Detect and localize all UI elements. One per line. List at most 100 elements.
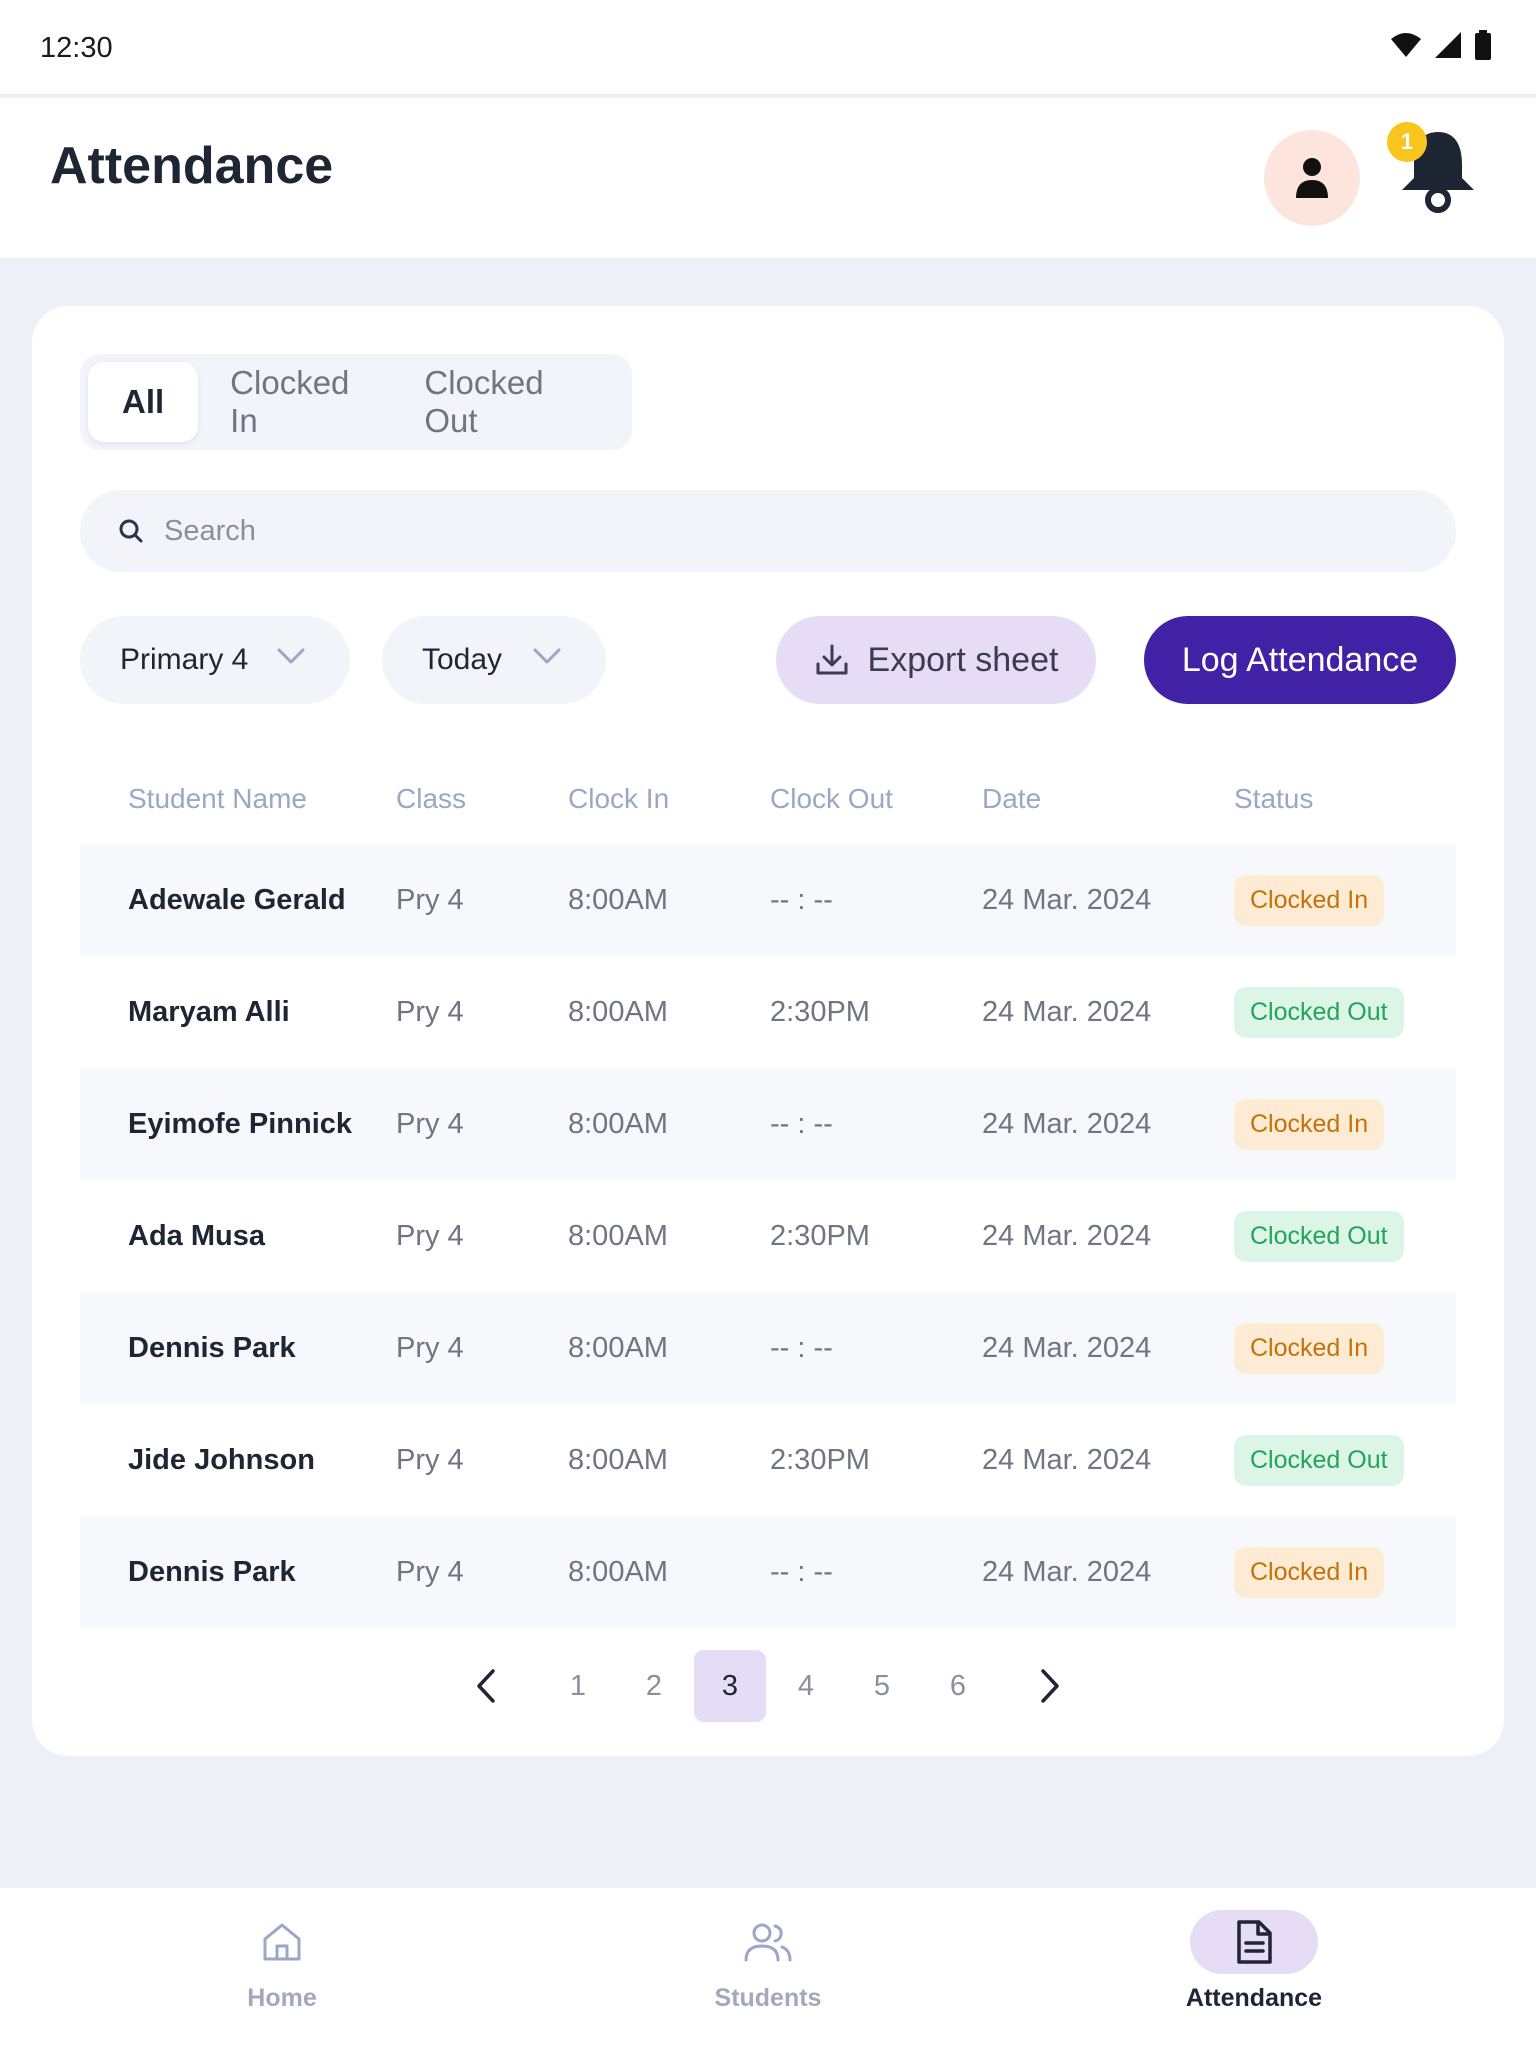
chevron-down-icon: [277, 648, 305, 664]
bottom-navigation: Home Students Attendance: [0, 1888, 1536, 2048]
date-filter-dropdown[interactable]: Today: [382, 616, 606, 704]
column-header-clock-in: Clock In: [568, 783, 670, 814]
signal-icon: [1435, 32, 1461, 58]
status-bar: 12:30: [0, 0, 1536, 96]
status-badge: Clocked In: [1234, 1098, 1385, 1150]
column-header-student-name: Student Name: [128, 783, 307, 814]
class-filter-value: Primary 4: [120, 643, 249, 676]
column-header-class: Class: [396, 783, 467, 814]
nav-students-label: Students: [714, 1984, 822, 2012]
clock-in-time: 8:00AM: [568, 995, 668, 1028]
student-class: Pry 4: [396, 1107, 464, 1140]
table-row[interactable]: Jide Johnson Pry 4 8:00AM 2:30PM 24 Mar.…: [80, 1404, 1456, 1516]
tab-clocked-in[interactable]: Clocked In: [230, 364, 350, 439]
export-sheet-label: Export sheet: [867, 640, 1059, 679]
student-name: Ada Musa: [128, 1219, 265, 1252]
attendance-date: 24 Mar. 2024: [982, 1107, 1152, 1140]
page-button-4[interactable]: 4: [797, 1669, 815, 1702]
page-button-5[interactable]: 5: [873, 1669, 891, 1702]
pagination: 1 2 3 4 5 6: [32, 1650, 1504, 1722]
notification-badge: 1: [1387, 122, 1427, 162]
clock-in-time: 8:00AM: [568, 1555, 668, 1588]
clock-out-time: 2:30PM: [770, 1443, 870, 1476]
table-row[interactable]: Maryam Alli Pry 4 8:00AM 2:30PM 24 Mar. …: [80, 956, 1456, 1068]
page-button-1[interactable]: 1: [569, 1669, 587, 1702]
user-icon: [1296, 158, 1328, 198]
profile-avatar-button[interactable]: [1264, 130, 1360, 226]
student-class: Pry 4: [396, 1555, 464, 1588]
next-page-button[interactable]: [1014, 1650, 1086, 1722]
status-time: 12:30: [40, 32, 113, 64]
attendance-date: 24 Mar. 2024: [982, 995, 1152, 1028]
status-badge: Clocked In: [1234, 874, 1385, 926]
table-row[interactable]: Adewale Gerald Pry 4 8:00AM -- : -- 24 M…: [80, 844, 1456, 956]
search-icon: [119, 519, 143, 543]
chevron-right-icon: [1041, 1669, 1059, 1703]
users-icon: [744, 1923, 792, 1962]
clock-out-time: -- : --: [770, 1555, 833, 1588]
clock-in-time: 8:00AM: [568, 883, 668, 916]
student-class: Pry 4: [396, 1331, 464, 1364]
student-class: Pry 4: [396, 1443, 464, 1476]
log-attendance-button[interactable]: Log Attendance: [1144, 616, 1456, 704]
student-class: Pry 4: [396, 883, 464, 916]
wifi-icon: [1391, 33, 1421, 57]
attendance-date: 24 Mar. 2024: [982, 883, 1152, 916]
clock-in-time: 8:00AM: [568, 1443, 668, 1476]
home-icon: [263, 1923, 301, 1961]
export-sheet-button[interactable]: Export sheet: [776, 616, 1096, 704]
date-filter-value: Today: [422, 643, 503, 676]
attendance-date: 24 Mar. 2024: [982, 1219, 1152, 1252]
column-header-date: Date: [982, 783, 1042, 814]
table-row[interactable]: Dennis Park Pry 4 8:00AM -- : -- 24 Mar.…: [80, 1516, 1456, 1628]
download-icon: [816, 644, 848, 675]
page-button-6[interactable]: 6: [949, 1669, 967, 1702]
search-bar: [80, 490, 1456, 572]
table-header: Student Name Class Clock In Clock Out Da…: [80, 754, 1456, 844]
chevron-down-icon: [533, 648, 561, 664]
page-button-2[interactable]: 2: [645, 1669, 663, 1702]
tab-clocked-out[interactable]: Clocked Out: [424, 364, 544, 439]
student-name: Dennis Park: [128, 1555, 296, 1588]
chevron-left-icon: [477, 1669, 495, 1703]
clock-out-time: 2:30PM: [770, 995, 870, 1028]
attendance-date: 24 Mar. 2024: [982, 1331, 1152, 1364]
app-header: Attendance 1: [0, 98, 1536, 258]
student-name: Eyimofe Pinnick: [128, 1107, 353, 1140]
clock-in-time: 8:00AM: [568, 1107, 668, 1140]
status-badge: Clocked Out: [1234, 1434, 1404, 1486]
clock-out-time: 2:30PM: [770, 1219, 870, 1252]
previous-page-button[interactable]: [450, 1650, 522, 1722]
search-input[interactable]: [164, 514, 1364, 548]
status-badge: Clocked In: [1234, 1322, 1385, 1374]
clock-out-time: -- : --: [770, 1107, 833, 1140]
page-title: Attendance: [50, 137, 334, 195]
student-name: Adewale Gerald: [128, 883, 346, 916]
attendance-date: 24 Mar. 2024: [982, 1443, 1152, 1476]
nav-attendance[interactable]: Attendance: [1104, 1910, 1404, 2013]
column-header-status: Status: [1234, 783, 1314, 814]
table-row[interactable]: Dennis Park Pry 4 8:00AM -- : -- 24 Mar.…: [80, 1292, 1456, 1404]
tab-all[interactable]: All: [88, 362, 199, 442]
student-name: Dennis Park: [128, 1331, 296, 1364]
student-class: Pry 4: [396, 1219, 464, 1252]
status-badge: Clocked Out: [1234, 986, 1404, 1038]
table-row[interactable]: Eyimofe Pinnick Pry 4 8:00AM -- : -- 24 …: [80, 1068, 1456, 1180]
nav-home-label: Home: [247, 1984, 317, 2012]
page-button-3[interactable]: 3: [694, 1650, 766, 1722]
status-icons: [1390, 30, 1492, 60]
student-class: Pry 4: [396, 995, 464, 1028]
nav-attendance-label: Attendance: [1185, 1984, 1323, 2012]
status-tabs: All Clocked In Clocked Out: [80, 354, 632, 450]
nav-students[interactable]: Students: [618, 1910, 918, 2013]
attendance-date: 24 Mar. 2024: [982, 1555, 1152, 1588]
class-filter-dropdown[interactable]: Primary 4: [80, 616, 350, 704]
status-badge: Clocked Out: [1234, 1210, 1404, 1262]
attendance-table: Student Name Class Clock In Clock Out Da…: [80, 754, 1456, 1628]
nav-home[interactable]: Home: [132, 1910, 432, 2013]
table-row[interactable]: Ada Musa Pry 4 8:00AM 2:30PM 24 Mar. 202…: [80, 1180, 1456, 1292]
document-icon: [1237, 1920, 1272, 1964]
column-header-clock-out: Clock Out: [770, 783, 893, 814]
status-badge: Clocked In: [1234, 1546, 1385, 1598]
attendance-card: All Clocked In Clocked Out Primary 4 Tod…: [32, 306, 1504, 1756]
